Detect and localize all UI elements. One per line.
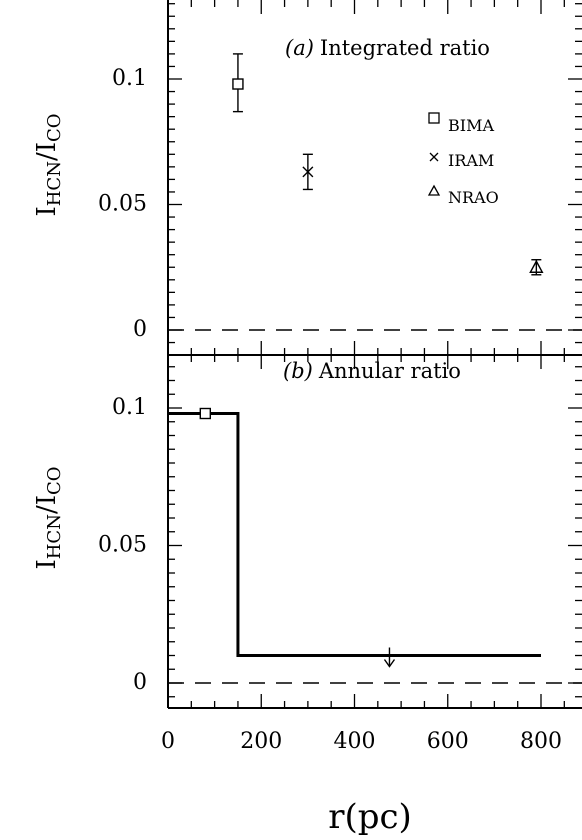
marker-nrao: [529, 259, 544, 273]
marker-bima: [232, 78, 244, 90]
legend-label-nrao: NRAO: [448, 188, 499, 207]
y-tick-label-b: 0.05: [98, 533, 147, 558]
y-tick-label-a: 0.05: [98, 192, 147, 217]
legend-label-bima: BIMA: [448, 116, 494, 135]
y-tick-label-b: 0.1: [112, 395, 147, 420]
legend-symbol-iram: [429, 152, 439, 162]
x-tick-label: 200: [240, 729, 282, 754]
y-tick-label-a: 0.1: [112, 66, 147, 91]
y-tick-label-b: 0: [133, 670, 147, 695]
panel-b-annotation: (b) Annular ratio: [283, 359, 461, 383]
y-tick-label-a: 0: [133, 317, 147, 342]
marker-iram: [302, 166, 314, 178]
x-tick-label: 600: [427, 729, 469, 754]
annular-ratio-step-line: [168, 412, 541, 657]
svg-text:IHCN/ICO: IHCN/ICO: [32, 113, 65, 216]
x-axis-label: r(pc): [328, 797, 412, 837]
panel-b: 0 0.05 0.1 0 200 400 600 800: [98, 355, 582, 754]
x-tick-label: 400: [334, 729, 376, 754]
legend-label-iram: IRAM: [448, 151, 494, 170]
x-tick-label: 800: [520, 729, 562, 754]
marker-bima-annular: [199, 407, 212, 420]
svg-text:IHCN/ICO: IHCN/ICO: [32, 466, 65, 569]
legend-symbol-nrao: [427, 184, 441, 196]
upper-limit-arrow-head: [383, 659, 396, 668]
panel-a-annotation: (a) Integrated ratio: [285, 36, 490, 60]
y-axis-label-b: IHCN/ICO: [32, 466, 65, 569]
x-tick-label: 0: [161, 729, 175, 754]
legend: BIMA IRAM NRAO: [448, 116, 499, 207]
legend-symbol-bima: [428, 112, 440, 124]
y-axis-label-a: IHCN/ICO: [32, 113, 65, 216]
panel-a: 0 0.05 0.1: [98, 0, 582, 356]
